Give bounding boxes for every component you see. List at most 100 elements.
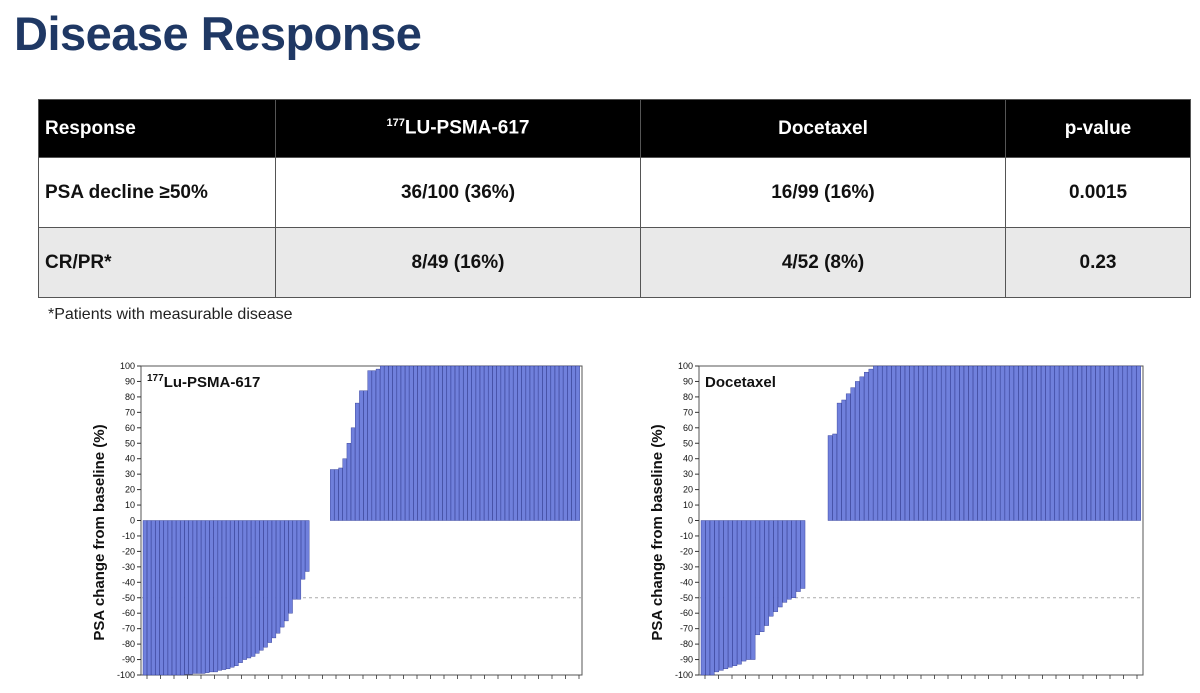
bar (438, 365, 443, 521)
bar (575, 365, 580, 521)
y-tick-label: -80 (122, 639, 135, 649)
waterfall-chart-docetaxel: 100 90 80 70 60 50 40 30 20 10 0 -10 -20 -30 -40 -50 -60… (638, 356, 1158, 693)
table-cell: 36/100 (36%) (275, 157, 641, 228)
bar (1086, 365, 1092, 521)
bar (841, 399, 847, 521)
bar (492, 365, 497, 521)
bar (855, 381, 860, 521)
bar (705, 520, 710, 676)
table-cell: 8/49 (16%) (275, 227, 641, 298)
y-tick-label: 10 (683, 500, 693, 510)
bar (1027, 365, 1033, 521)
bar (280, 520, 285, 628)
y-tick-label: -40 (680, 577, 693, 587)
bar (330, 469, 335, 521)
bar (700, 520, 706, 676)
bar (914, 365, 919, 521)
bar (146, 520, 152, 676)
bar (142, 520, 148, 676)
bar (388, 365, 393, 521)
y-tick-label: 40 (683, 454, 693, 464)
bar (434, 365, 439, 521)
bar (886, 365, 892, 521)
bar (982, 365, 987, 521)
bar (836, 402, 842, 521)
y-tick-label: -80 (680, 639, 693, 649)
bar (1031, 365, 1037, 521)
bar (475, 365, 481, 521)
bar (909, 365, 915, 521)
bar (1050, 365, 1055, 521)
y-tick-label: 90 (683, 376, 693, 386)
table-header-row: Response 177LU-PSMA-617 Docetaxel p-valu… (38, 99, 1191, 158)
bar (180, 520, 185, 676)
y-tick-label: 0 (130, 516, 135, 526)
bar (525, 365, 530, 521)
bar (442, 365, 447, 521)
bar (421, 365, 426, 521)
bar (732, 520, 738, 666)
table-row: PSA decline ≥50% 36/100 (36%) 16/99 (16%… (38, 157, 1191, 228)
bar (954, 365, 960, 521)
bar (882, 365, 887, 521)
header-p-value: p-value (1005, 99, 1191, 158)
bar (1118, 365, 1123, 521)
bar (463, 365, 468, 521)
bar (159, 520, 164, 676)
bar (500, 365, 505, 521)
bar (375, 368, 381, 521)
y-tick-label: 40 (125, 454, 135, 464)
bar (342, 458, 347, 521)
bar (275, 520, 281, 634)
y-tick-label: 60 (683, 423, 693, 433)
bar (259, 520, 264, 651)
bar (217, 520, 222, 671)
y-tick-label: -20 (122, 546, 135, 556)
y-axis-label: PSA change from baseline (%) (91, 424, 108, 640)
bar (777, 520, 783, 608)
bar (242, 520, 247, 660)
bar (1095, 365, 1101, 521)
bar (563, 365, 568, 521)
bar (496, 365, 501, 521)
bar (400, 365, 406, 521)
bar (768, 520, 774, 617)
bar (950, 365, 955, 521)
y-tick-label: 50 (683, 438, 693, 448)
bar (1104, 365, 1110, 521)
bar (1041, 365, 1046, 521)
bar (791, 520, 797, 598)
table-row: CR/PR* 8/49 (16%) 4/52 (8%) 0.23 (38, 227, 1191, 298)
bar (904, 365, 910, 521)
bar (728, 520, 733, 668)
bar (238, 520, 243, 663)
y-tick-label: 80 (125, 392, 135, 402)
bar (1054, 365, 1060, 521)
y-tick-label: -60 (122, 608, 135, 618)
bar (1072, 365, 1078, 521)
bar (1000, 365, 1005, 521)
bar (405, 365, 410, 521)
y-axis-label: PSA change from baseline (%) (649, 424, 666, 640)
bar (171, 520, 177, 676)
bar (521, 365, 526, 521)
bar (396, 365, 401, 521)
y-tick-label: -100 (117, 670, 135, 680)
bar (1109, 365, 1114, 521)
y-tick-label: 50 (125, 438, 135, 448)
bar (718, 520, 724, 671)
bar (755, 520, 760, 636)
bar (163, 520, 168, 676)
bar (1022, 365, 1028, 521)
bar (1077, 365, 1082, 521)
bar (1068, 365, 1073, 521)
bar (968, 365, 974, 521)
bar (446, 365, 451, 521)
chart-svg: 1009080706050403020100-10-20-30-40-50-60… (91, 361, 583, 680)
bar (296, 520, 302, 600)
y-tick-label: 10 (125, 500, 135, 510)
bar (300, 520, 306, 580)
bar (176, 520, 181, 676)
y-tick-label: 90 (125, 376, 135, 386)
bar (234, 520, 239, 666)
